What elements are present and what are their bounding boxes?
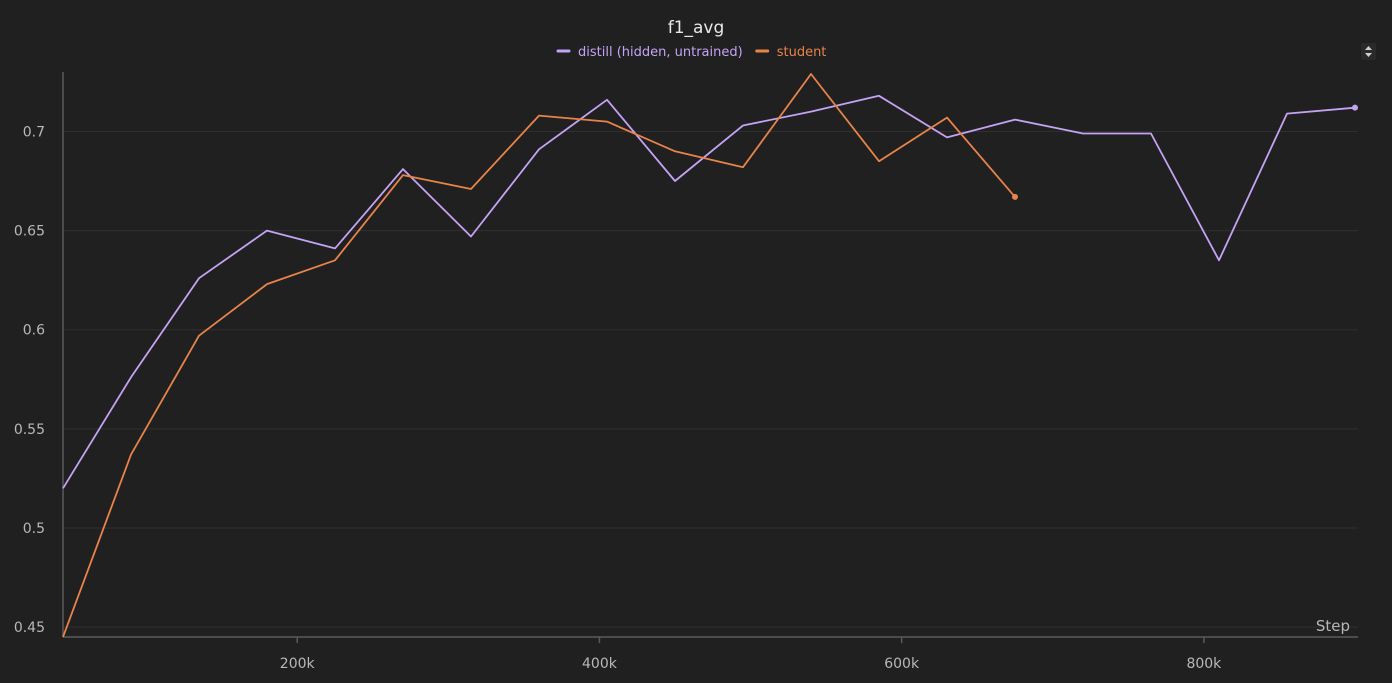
y-tick-label: 0.5 — [23, 521, 45, 537]
series-lines — [62, 73, 1358, 638]
sort-toggle-icon[interactable] — [1361, 43, 1376, 60]
y-axis-ticks: 0.45 0.5 0.55 0.6 0.65 0.7 — [14, 124, 45, 636]
y-tick-label: 0.45 — [14, 620, 45, 636]
chart-title: f1_avg — [668, 18, 725, 38]
axes — [62, 72, 1358, 638]
legend-label: distill (hidden, untrained) — [578, 45, 743, 60]
legend-label: student — [777, 45, 827, 60]
x-tick-label: 800k — [1186, 656, 1222, 672]
x-axis-ticks: 200k 400k 600k 800k — [280, 637, 1222, 672]
series-end-point — [1351, 104, 1358, 111]
y-tick-label: 0.55 — [14, 422, 45, 438]
x-tick-label: 200k — [280, 656, 316, 672]
y-tick-label: 0.6 — [23, 323, 45, 339]
series-line — [62, 73, 1016, 638]
grid-lines — [63, 130, 1358, 628]
x-axis-label: Step — [1316, 617, 1350, 635]
y-tick-label: 0.7 — [23, 124, 45, 140]
y-tick-label: 0.65 — [14, 224, 45, 240]
series-line — [62, 94, 1356, 489]
x-tick-label: 400k — [582, 656, 618, 672]
series-end-point — [1011, 193, 1018, 200]
legend: distill (hidden, untrained) student — [556, 45, 827, 60]
x-tick-label: 600k — [884, 656, 920, 672]
